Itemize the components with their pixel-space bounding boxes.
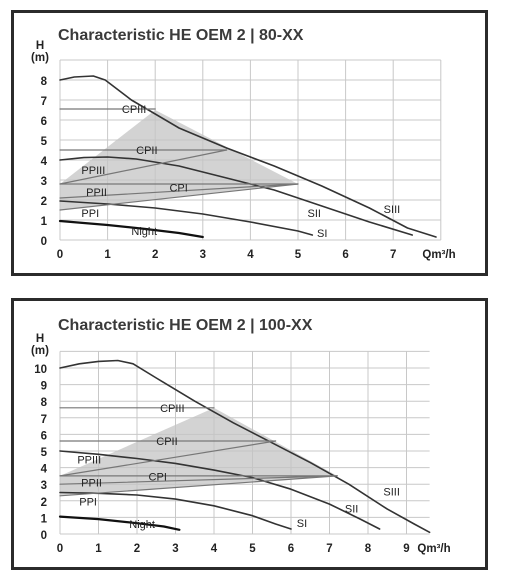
curve-label: PPI (79, 497, 97, 509)
y-axis-unit: (m) (31, 345, 49, 357)
y-tick-label: 7 (41, 414, 47, 426)
y-tick-label: 5 (41, 447, 48, 459)
y-axis-unit: (m) (31, 52, 49, 64)
control-area (60, 407, 338, 496)
series-sii (59, 450, 381, 530)
chart-title: Characteristic HE OEM 2 | 100-XX (58, 317, 313, 334)
x-axis-label: Qm³/h (417, 543, 450, 555)
y-tick-label: 6 (41, 116, 47, 128)
curve-label: PPIII (77, 454, 101, 466)
curve-label: SII (308, 208, 321, 220)
y-tick-label: 2 (41, 497, 47, 509)
x-tick-label: 0 (57, 249, 63, 261)
chart-title: Characteristic HE OEM 2 | 80-XX (58, 27, 304, 44)
curve-label: PPII (81, 478, 102, 490)
x-tick-label: 5 (295, 249, 302, 261)
curve-label: CPII (136, 145, 157, 157)
y-tick-label: 2 (41, 196, 47, 208)
y-tick-label: 3 (41, 176, 47, 188)
series-ppi (59, 475, 338, 497)
curve-label: SI (297, 518, 307, 530)
x-tick-label: 6 (342, 249, 348, 261)
y-tick-label: 4 (41, 464, 48, 476)
x-tick-label: 5 (249, 543, 256, 555)
curve-label: Night (129, 519, 155, 531)
y-tick-label: 0 (41, 530, 47, 542)
y-tick-label: 4 (41, 156, 48, 168)
y-tick-label: 1 (41, 216, 48, 228)
curve-label: SII (345, 503, 358, 515)
x-tick-label: 6 (288, 543, 294, 555)
x-tick-label: 4 (211, 543, 218, 555)
series-ppiii (59, 440, 277, 477)
series-night (58, 515, 181, 531)
curve-label: CPIII (122, 104, 146, 116)
pump-curve-chart-100: CPIII CPII CPI PPIII PPII PPI Night SII SI SIII 0 1… (31, 333, 451, 555)
x-tick-label: 3 (172, 543, 178, 555)
curve-label: CPIII (160, 403, 184, 415)
x-tick-label: 8 (365, 543, 372, 555)
curve-label: CPI (149, 472, 167, 484)
curve-label: PPI (81, 208, 99, 220)
y-axis-label: H (36, 40, 44, 52)
x-tick-label: 4 (247, 249, 254, 261)
y-tick-label: 8 (41, 397, 48, 409)
series-siii (59, 359, 431, 534)
y-axis-label: H (36, 333, 44, 345)
series-sii (59, 156, 413, 236)
x-tick-label: 0 (57, 543, 63, 555)
curve-label: Night (131, 226, 157, 238)
series-siii (59, 75, 437, 238)
series-si (59, 200, 314, 236)
pump-curve-chart-80: CPIII CPII CPI PPIII PPII PPI Night SII SI SIII 0 1… (31, 40, 456, 261)
chart-panel-80: Characteristic HE OEM 2 | 80-XX CPIII CPI… (11, 10, 488, 276)
x-tick-label: 1 (95, 543, 102, 555)
y-tick-label: 7 (41, 96, 47, 108)
x-tick-label: 2 (152, 249, 158, 261)
curve-label: PPIII (81, 165, 105, 177)
series-ppii (59, 183, 299, 199)
y-tick-label: 6 (41, 430, 47, 442)
y-tick-label: 8 (41, 76, 48, 88)
series-si (59, 491, 292, 530)
x-tick-label: 1 (104, 249, 111, 261)
curve-label: SI (317, 228, 327, 240)
y-tick-label: 0 (41, 236, 47, 248)
y-tick-label: 3 (41, 480, 47, 492)
y-tick-label: 10 (34, 364, 47, 376)
curve-label: CPII (156, 436, 177, 448)
curve-label: PPII (86, 187, 107, 199)
curve-label: CPI (169, 183, 187, 195)
chart-panel-100: Characteristic HE OEM 2 | 100-XX CPIII CP… (11, 298, 488, 570)
series-ppiii (59, 149, 228, 185)
x-tick-label: 2 (134, 543, 140, 555)
x-tick-label: 7 (326, 543, 332, 555)
x-tick-label: 7 (390, 249, 396, 261)
x-axis-label: Qm³/h (422, 249, 455, 261)
y-tick-label: 9 (41, 381, 47, 393)
curve-label: SIII (383, 487, 400, 499)
y-tick-label: 5 (41, 136, 48, 148)
series-ppii (59, 475, 338, 485)
x-tick-label: 3 (200, 249, 206, 261)
series-ppi (59, 183, 299, 211)
curve-label: SIII (384, 204, 401, 216)
x-tick-label: 9 (403, 543, 409, 555)
y-tick-label: 1 (41, 513, 48, 525)
series-night (58, 219, 204, 239)
